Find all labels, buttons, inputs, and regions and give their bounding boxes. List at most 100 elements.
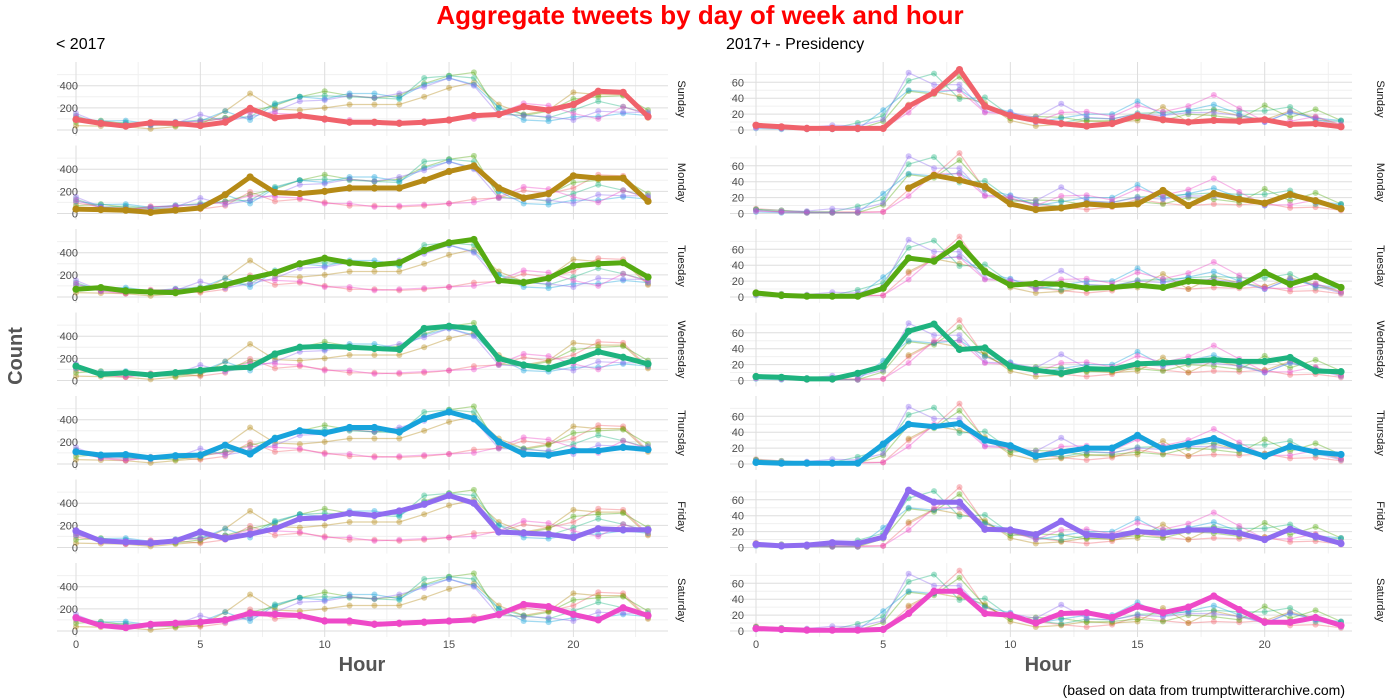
faint-point-saturday xyxy=(321,534,328,541)
faint-point-tuesday xyxy=(778,208,785,215)
faint-point-sunday xyxy=(981,604,988,611)
faint-point-saturday xyxy=(545,353,552,360)
faint-point-friday xyxy=(595,609,602,616)
faint-point-thursday xyxy=(1058,115,1065,122)
faint-point-tuesday xyxy=(346,593,353,600)
highlight-point-friday xyxy=(271,525,279,533)
faint-point-sunday xyxy=(1287,204,1294,211)
faint-point-tuesday xyxy=(495,444,502,451)
faint-point-wednesday xyxy=(1287,103,1294,110)
faint-point-tuesday xyxy=(1312,356,1319,363)
faint-point-saturday xyxy=(880,208,887,215)
faint-point-friday xyxy=(956,81,963,88)
faint-point-saturday xyxy=(1210,175,1217,182)
highlight-point-tuesday xyxy=(196,285,204,293)
faint-point-wednesday xyxy=(421,575,428,582)
faint-point-monday xyxy=(1261,283,1268,290)
faint-point-tuesday xyxy=(470,152,477,159)
faint-point-friday xyxy=(1058,267,1065,274)
faint-point-thursday xyxy=(1083,278,1090,285)
faint-point-tuesday xyxy=(570,179,577,186)
highlight-point-saturday xyxy=(345,617,354,625)
faint-point-friday xyxy=(1261,369,1268,376)
pre-2017-panel-wednesday: 0 200 400 Wednesday xyxy=(57,312,687,388)
faint-point-friday xyxy=(73,110,79,117)
faint-point-sunday xyxy=(495,362,502,368)
y-tick-label: 400 xyxy=(60,498,78,510)
highlight-point-wednesday xyxy=(1184,357,1192,366)
faint-point-saturday xyxy=(520,267,527,274)
highlight-point-sunday xyxy=(495,110,503,119)
faint-point-friday xyxy=(595,275,602,282)
faint-point-monday xyxy=(645,281,651,288)
highlight-point-thursday xyxy=(395,428,403,436)
faint-point-thursday xyxy=(931,340,938,347)
faint-point-tuesday xyxy=(371,94,378,101)
faint-point-friday xyxy=(197,111,204,118)
highlight-point-monday xyxy=(1210,190,1218,198)
faint-point-monday xyxy=(905,352,912,359)
highlight-point-sunday xyxy=(1006,112,1014,120)
highlight-point-monday xyxy=(1184,201,1192,210)
faint-point-sunday xyxy=(1185,286,1192,293)
highlight-point-friday xyxy=(196,528,204,536)
highlight-point-sunday xyxy=(221,118,229,126)
faint-point-tuesday xyxy=(1159,451,1166,458)
faint-point-friday xyxy=(197,445,204,452)
y-tick-label: 200 xyxy=(60,437,78,449)
faint-point-thursday xyxy=(778,209,785,216)
faint-point-saturday xyxy=(421,452,428,459)
faint-point-tuesday xyxy=(470,69,477,76)
faint-point-friday xyxy=(1058,100,1065,107)
faint-point-monday xyxy=(346,268,353,275)
faint-point-tuesday xyxy=(956,491,963,498)
faint-point-wednesday xyxy=(854,286,861,293)
highlight-line-friday xyxy=(73,493,651,546)
faint-point-saturday xyxy=(296,445,303,452)
faint-line-monday xyxy=(75,415,649,464)
highlight-point-friday xyxy=(147,539,155,547)
x-tick-label: 20 xyxy=(567,639,579,651)
faint-point-monday xyxy=(1058,538,1065,545)
faint-point-tuesday xyxy=(620,426,627,433)
faint-point-saturday xyxy=(520,350,527,357)
faint-point-monday xyxy=(470,580,477,587)
faint-point-wednesday xyxy=(396,179,403,186)
faint-point-saturday xyxy=(247,443,254,450)
faint-point-monday xyxy=(1083,451,1090,458)
faint-point-sunday xyxy=(620,423,627,430)
faint-point-thursday xyxy=(1210,101,1217,108)
faint-point-monday xyxy=(1185,620,1192,627)
faint-point-saturday xyxy=(620,270,627,277)
highlight-point-friday xyxy=(171,537,180,545)
faint-line-wednesday xyxy=(755,239,1342,296)
faint-point-saturday xyxy=(880,459,887,466)
faint-point-tuesday xyxy=(1032,447,1039,454)
faint-point-tuesday xyxy=(880,368,887,375)
highlight-point-sunday xyxy=(370,118,379,126)
highlight-point-wednesday xyxy=(1210,356,1218,364)
faint-point-sunday xyxy=(1185,369,1192,376)
faint-point-saturday xyxy=(905,109,912,116)
faint-point-friday xyxy=(956,582,963,589)
faint-point-monday xyxy=(396,519,403,526)
highlight-point-thursday xyxy=(147,454,155,462)
highlight-point-tuesday xyxy=(271,269,279,277)
faint-point-tuesday xyxy=(470,486,477,493)
faint-point-wednesday xyxy=(296,594,303,601)
faint-point-saturday xyxy=(1134,102,1141,109)
highlight-point-thursday xyxy=(246,450,254,458)
faint-point-monday xyxy=(981,600,988,607)
highlight-point-sunday xyxy=(1184,118,1192,126)
faint-point-friday xyxy=(421,334,428,341)
faint-point-sunday xyxy=(1058,287,1065,294)
faint-point-tuesday xyxy=(446,156,453,163)
faint-point-thursday xyxy=(296,177,303,184)
faint-point-tuesday xyxy=(545,358,552,365)
highlight-point-saturday xyxy=(905,609,913,618)
faint-line-friday xyxy=(755,573,1342,631)
highlight-point-sunday xyxy=(171,119,180,127)
faint-point-sunday xyxy=(1236,201,1243,208)
faint-point-saturday xyxy=(446,367,453,374)
